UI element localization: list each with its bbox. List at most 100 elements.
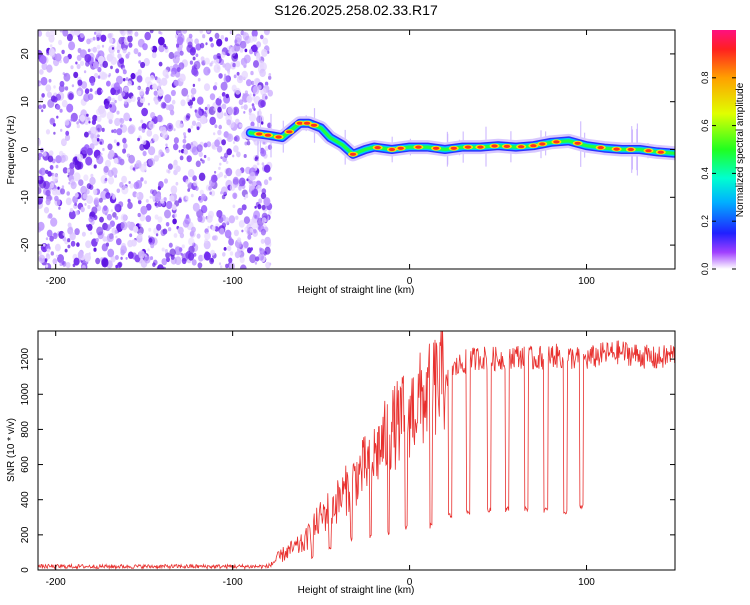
noise-blob	[268, 210, 272, 215]
noise-blob	[123, 143, 128, 149]
noise-blob	[247, 234, 252, 240]
noise-blob	[204, 238, 208, 244]
noise-blob	[248, 108, 253, 113]
noise-blob	[193, 69, 199, 77]
ridge-hotspot-core	[553, 140, 560, 144]
noise-blob	[75, 61, 78, 65]
noise-blob	[212, 85, 218, 91]
noise-blob	[218, 171, 224, 178]
noise-blob	[234, 251, 241, 259]
noise-blob	[190, 193, 194, 198]
noise-blob	[239, 48, 244, 53]
noise-blob	[232, 154, 235, 158]
noise-blob	[250, 219, 258, 230]
ridge-hotspot-core	[627, 147, 634, 152]
noise-blob	[70, 181, 77, 190]
noise-blob	[259, 248, 265, 255]
noise-blob	[192, 202, 200, 212]
noise-blob	[252, 105, 256, 110]
noise-blob	[142, 150, 147, 157]
noise-blob	[114, 99, 117, 104]
noise-blob	[256, 162, 260, 166]
noise-blob	[154, 214, 159, 220]
noise-blob	[219, 162, 222, 166]
noise-blob	[190, 94, 194, 99]
noise-blob	[92, 188, 98, 195]
noise-blob	[228, 238, 235, 246]
noise-blob	[267, 89, 273, 97]
noise-blob	[160, 198, 165, 204]
noise-blob	[157, 216, 163, 223]
noise-blob	[264, 246, 271, 255]
noise-blob	[43, 206, 50, 214]
noise-blob	[117, 53, 122, 59]
noise-blob	[48, 150, 54, 157]
noise-blob	[67, 238, 71, 243]
noise-blob	[122, 47, 127, 54]
noise-blob	[62, 232, 66, 236]
noise-blob	[110, 255, 116, 263]
spectrogram-noise-region	[38, 30, 273, 269]
noise-blob	[245, 194, 249, 199]
noise-blob	[50, 217, 58, 227]
noise-blob	[263, 197, 271, 207]
x-tick-label: -100	[223, 577, 243, 588]
noise-blob	[45, 31, 51, 38]
noise-blob	[258, 198, 263, 204]
noise-blob	[96, 89, 102, 96]
noise-blob	[148, 146, 156, 156]
noise-blob	[148, 237, 153, 243]
noise-blob	[104, 103, 110, 110]
noise-blob	[214, 170, 217, 174]
noise-blob	[253, 210, 261, 220]
y-tick-label: 0	[20, 146, 31, 152]
noise-blob	[209, 257, 215, 265]
noise-blob	[246, 140, 251, 146]
noise-blob	[243, 54, 251, 64]
noise-blob	[73, 30, 81, 36]
noise-blob	[140, 205, 148, 215]
noise-blob	[164, 94, 172, 104]
noise-blob	[198, 172, 206, 181]
noise-blob	[196, 126, 200, 131]
noise-blob	[59, 150, 64, 157]
noise-blob	[157, 85, 161, 90]
noise-blob	[140, 61, 146, 69]
noise-blob	[85, 60, 90, 67]
noise-blob	[101, 72, 108, 80]
noise-blob	[156, 114, 163, 123]
noise-blob	[218, 166, 221, 170]
noise-blob	[187, 41, 193, 48]
noise-blob	[217, 129, 222, 136]
noise-blob	[119, 30, 124, 34]
noise-blob	[173, 233, 178, 238]
colorbar-gradient	[712, 30, 736, 269]
noise-blob	[262, 37, 269, 45]
noise-blob	[127, 201, 133, 210]
noise-blob	[128, 181, 131, 184]
noise-blob	[92, 36, 96, 41]
noise-blob	[189, 105, 193, 109]
noise-blob	[188, 245, 195, 254]
noise-blob	[84, 131, 89, 138]
noise-blob	[240, 105, 244, 110]
noise-blob	[113, 139, 117, 144]
noise-blob	[129, 233, 133, 238]
noise-blob	[211, 225, 216, 231]
noise-blob	[85, 240, 92, 249]
noise-blob	[147, 248, 150, 252]
noise-blob	[45, 264, 49, 268]
noise-blob	[150, 243, 155, 249]
noise-blob	[148, 227, 152, 232]
noise-blob	[125, 77, 129, 81]
noise-blob	[238, 75, 243, 81]
noise-blob	[207, 225, 210, 229]
noise-blob	[143, 58, 150, 67]
noise-blob	[194, 38, 199, 45]
ridge-hotspot-core	[286, 130, 293, 134]
noise-blob	[246, 79, 252, 87]
noise-blob	[76, 54, 82, 62]
noise-blob	[91, 119, 96, 125]
noise-blob	[108, 149, 115, 158]
